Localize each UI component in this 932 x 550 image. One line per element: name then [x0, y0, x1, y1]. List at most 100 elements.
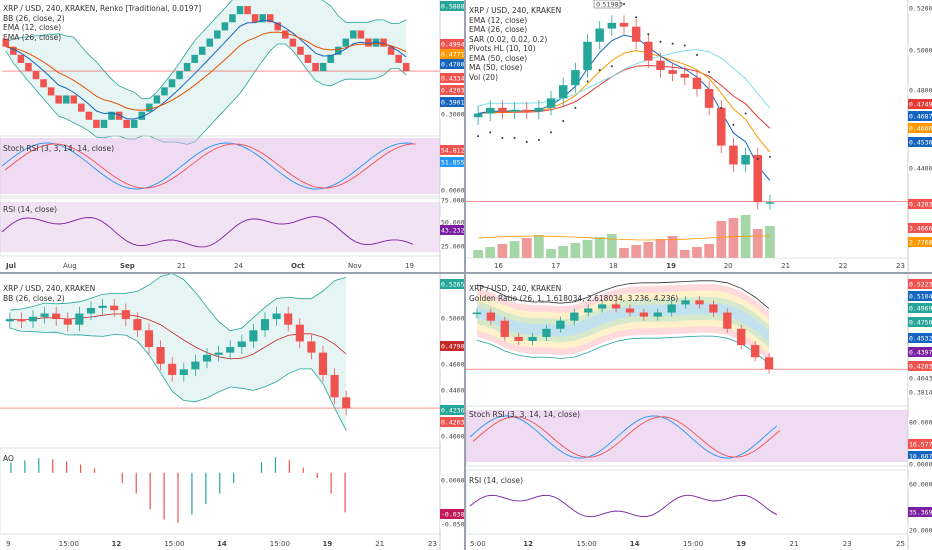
- volume-bar: [619, 248, 629, 258]
- x-tick-label: 9: [6, 540, 10, 548]
- candle-body: [570, 312, 579, 321]
- candle-body: [63, 319, 72, 325]
- tl-price-tag-bg: [440, 1, 464, 11]
- candle-body: [485, 107, 495, 114]
- candle-body: [656, 60, 665, 71]
- ema12-line: [5, 19, 407, 120]
- renko-brick: [289, 38, 297, 47]
- bb-band: [9, 274, 347, 431]
- candle-body: [546, 98, 556, 108]
- renko-brick: [274, 22, 282, 31]
- top-label-box: [593, 0, 621, 9]
- candle-body: [611, 304, 621, 309]
- x-tick-label: 19: [405, 262, 414, 270]
- renko-brick: [387, 46, 395, 55]
- sar-dot: [562, 120, 565, 123]
- sar-dot: [768, 155, 771, 158]
- x-tick-label: 16: [494, 262, 503, 270]
- renko-brick: [130, 119, 138, 128]
- sar-dot: [623, 3, 625, 5]
- br-price-tag: 0.47507: [909, 319, 932, 327]
- renko-brick: [100, 119, 108, 128]
- candle-body: [272, 313, 281, 320]
- candle-body: [597, 304, 607, 309]
- candle-body: [52, 313, 61, 320]
- br-stoch-tag: 16.5778: [909, 441, 932, 449]
- candle-body: [625, 308, 635, 313]
- tl-price-tag: 0.49947: [441, 41, 464, 49]
- candle-body: [522, 109, 531, 112]
- bl-ao-tag: -0.0500: [441, 521, 464, 529]
- tl-price-tag: 0.58884: [441, 3, 464, 11]
- renko-brick: [47, 87, 55, 96]
- sar-dot: [756, 157, 759, 160]
- sar-dot: [525, 140, 528, 143]
- tr-price-tag-bg: [908, 199, 932, 209]
- sar-dot: [695, 53, 698, 56]
- x-tick-label: 21: [375, 540, 384, 548]
- volume-bar: [679, 250, 690, 258]
- candle-body: [765, 202, 775, 204]
- volume-bar: [765, 226, 775, 258]
- candle-body: [764, 357, 774, 370]
- volume-ma-line: [478, 235, 770, 241]
- volume-bar: [546, 249, 556, 258]
- ema50-line: [478, 64, 771, 129]
- br-price-tag-bg: [908, 303, 932, 313]
- candle-body: [741, 155, 750, 165]
- br-rsi-tag: 35.3693: [909, 509, 932, 517]
- br-stoch-tag-bg: [908, 439, 932, 449]
- tr-price-tag: 0.46669: [909, 125, 932, 133]
- br-price-tag-bg: [908, 387, 932, 397]
- x-tick-label: 15:00: [164, 540, 184, 548]
- x-tick-label: 19: [323, 540, 333, 548]
- x-tick-label: 14: [217, 540, 227, 548]
- tl-stoch-tag-bg: [440, 145, 464, 155]
- candle-body: [500, 320, 509, 337]
- volume-bar: [728, 218, 739, 258]
- candle-body: [498, 107, 507, 112]
- x-tick-label: 19: [666, 262, 676, 270]
- renko-brick: [10, 46, 17, 55]
- stoch-d-line: [4, 143, 416, 189]
- renko-brick: [115, 111, 123, 120]
- tl-stoch-tag-bg: [440, 185, 464, 195]
- tr-price-tag-bg: [908, 111, 932, 121]
- tr-price-tag-bg: [908, 163, 932, 173]
- candle-body: [260, 319, 270, 331]
- renko-brick: [221, 22, 229, 31]
- tr-price-tag: 2.7768: [909, 239, 932, 247]
- candle-body: [156, 347, 165, 364]
- panel-bottom-right[interactable]: 0.52231 0.51045 0.49699 0.47507 0.45321 0.439…: [466, 274, 932, 550]
- tl-rsi-tag: 25.0000: [441, 243, 464, 251]
- panel-divider-vertical[interactable]: [464, 0, 466, 550]
- sar-dot: [574, 106, 577, 109]
- candle-body: [191, 361, 200, 370]
- br-rsi-tag-bg: [908, 507, 932, 517]
- x-tick-label: 25: [896, 540, 905, 548]
- renko-brick: [153, 95, 161, 104]
- panel-divider-horizontal[interactable]: [0, 272, 932, 274]
- x-tick-label: 21: [790, 540, 799, 548]
- x-tick-label: 12: [523, 540, 533, 548]
- tr-price-tag-bg: [908, 137, 932, 147]
- x-tick-label: 15:00: [683, 540, 703, 548]
- tl-price-tag: 0.30000: [441, 111, 464, 119]
- candle-body: [226, 347, 235, 353]
- br-price-tag: 0.38147: [909, 389, 932, 397]
- sar-dot: [477, 135, 480, 138]
- br-chart[interactable]: 0.52231 0.51045 0.49699 0.47507 0.45321 0.439…: [466, 274, 932, 550]
- sar-dot: [647, 33, 650, 36]
- br-price-tag: 0.52231: [909, 281, 932, 289]
